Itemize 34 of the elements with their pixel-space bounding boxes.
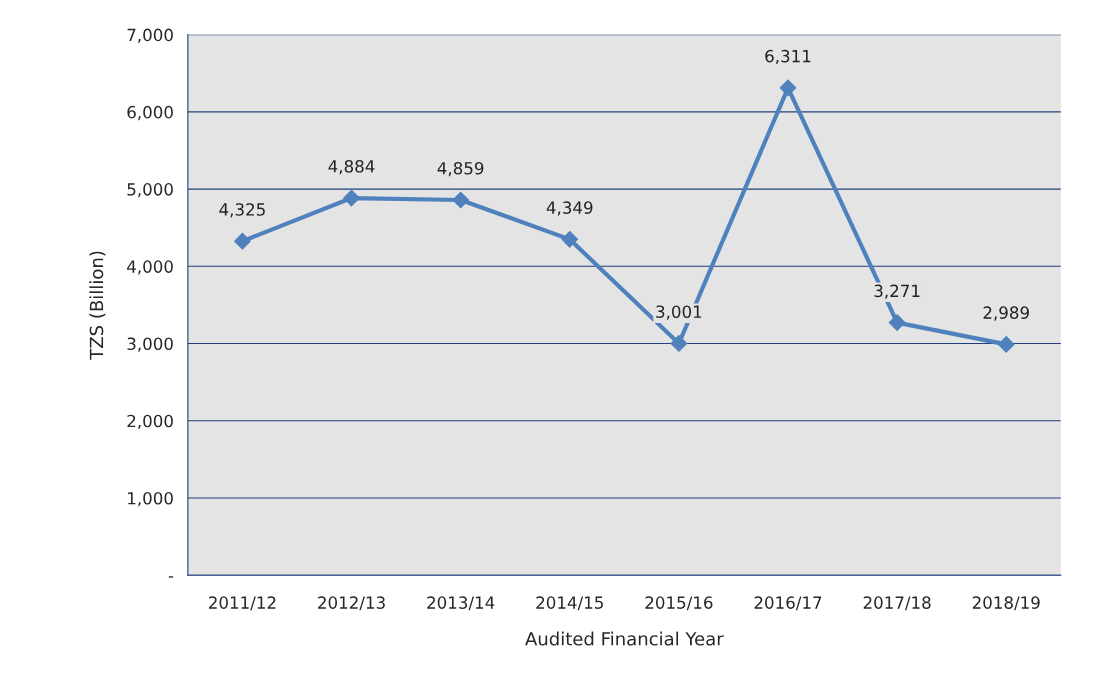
y-tick-label: 3,000 — [127, 337, 173, 352]
x-tick-label: 2011/12 — [209, 596, 276, 611]
x-tick-label: 2016/17 — [754, 596, 822, 611]
x-tick-label: 2013/14 — [427, 596, 495, 611]
data-label: 6,311 — [765, 49, 811, 65]
y-tick-label: 2,000 — [127, 414, 173, 430]
data-label: 2,989 — [983, 306, 1029, 321]
data-label: 4,325 — [219, 203, 265, 218]
point — [888, 314, 906, 331]
data-label: 4,349 — [546, 201, 593, 216]
y-tick-label: 6,000 — [127, 105, 173, 121]
x-tick-label: 2012/13 — [318, 596, 385, 611]
x-tick-label: 2018/19 — [972, 596, 1040, 611]
y-tick-label: - — [168, 576, 174, 578]
data-label: 4,884 — [328, 159, 375, 175]
point — [670, 335, 688, 352]
y-axis-title: TZS (Billion) — [89, 251, 106, 360]
y-tick-label: 1,000 — [128, 491, 173, 507]
x-axis-title: Audited Financial Year — [525, 631, 724, 646]
data-label: 4,859 — [437, 161, 484, 177]
y-tick-label: 7,000 — [127, 28, 173, 43]
point — [779, 79, 797, 97]
point — [234, 232, 251, 250]
point — [343, 189, 360, 207]
point — [561, 230, 579, 248]
data-label: 3,001 — [656, 305, 702, 320]
point — [452, 191, 470, 209]
y-tick-label: 5,000 — [127, 183, 173, 198]
data-label: 3,271 — [874, 284, 920, 299]
x-tick-label: 2015/16 — [645, 596, 713, 611]
point — [997, 336, 1015, 353]
x-tick-label: 2014/15 — [536, 596, 603, 611]
y-tick-label: 4,000 — [127, 260, 173, 275]
x-tick-label: 2017/18 — [863, 596, 931, 611]
